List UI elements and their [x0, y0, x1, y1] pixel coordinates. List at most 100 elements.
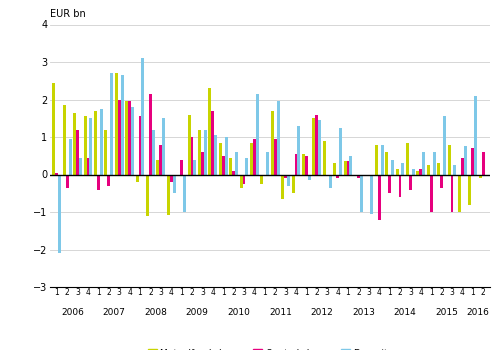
Bar: [422, 152, 425, 175]
Bar: [194, 160, 196, 175]
Bar: [56, 173, 58, 175]
Bar: [152, 130, 154, 175]
Bar: [198, 130, 201, 175]
Bar: [240, 175, 242, 188]
Bar: [472, 148, 474, 175]
Legend: Mutualfund shares, Quoted shares, Deposits: Mutualfund shares, Quoted shares, Deposi…: [144, 345, 396, 350]
Bar: [344, 161, 346, 175]
Bar: [136, 175, 138, 182]
Bar: [318, 120, 321, 175]
Bar: [138, 116, 141, 175]
Bar: [468, 175, 471, 204]
Bar: [386, 152, 388, 175]
Bar: [458, 175, 461, 212]
Bar: [388, 175, 391, 193]
Bar: [416, 171, 420, 175]
Bar: [271, 111, 274, 175]
Bar: [180, 160, 183, 175]
Bar: [298, 126, 300, 175]
Bar: [167, 175, 170, 215]
Bar: [229, 158, 232, 175]
Bar: [183, 175, 186, 212]
Bar: [454, 165, 456, 175]
Bar: [84, 116, 86, 175]
Bar: [115, 73, 117, 175]
Bar: [214, 135, 217, 175]
Bar: [420, 169, 422, 175]
Bar: [346, 161, 350, 175]
Bar: [482, 152, 484, 175]
Bar: [52, 83, 56, 175]
Bar: [294, 154, 298, 175]
Bar: [86, 158, 90, 175]
Bar: [222, 156, 224, 175]
Bar: [396, 169, 398, 175]
Bar: [172, 175, 176, 193]
Bar: [131, 107, 134, 175]
Bar: [63, 105, 66, 175]
Bar: [260, 175, 264, 184]
Text: EUR bn: EUR bn: [50, 9, 86, 19]
Bar: [190, 137, 194, 175]
Bar: [380, 145, 384, 175]
Bar: [160, 145, 162, 175]
Bar: [333, 163, 336, 175]
Bar: [440, 175, 443, 188]
Bar: [281, 175, 284, 199]
Bar: [110, 73, 113, 175]
Bar: [443, 116, 446, 175]
Bar: [308, 175, 311, 180]
Bar: [474, 96, 477, 175]
Bar: [188, 114, 190, 175]
Text: 2010: 2010: [228, 308, 250, 317]
Bar: [118, 99, 120, 175]
Text: 2008: 2008: [144, 308, 167, 317]
Text: 2009: 2009: [186, 308, 208, 317]
Bar: [464, 146, 467, 175]
Text: 2013: 2013: [352, 308, 375, 317]
Bar: [68, 139, 71, 175]
Bar: [108, 175, 110, 186]
Bar: [378, 175, 380, 219]
Bar: [350, 156, 352, 175]
Bar: [302, 154, 305, 175]
Bar: [305, 156, 308, 175]
Bar: [430, 175, 432, 212]
Bar: [287, 175, 290, 186]
Bar: [316, 114, 318, 175]
Bar: [398, 175, 402, 197]
Bar: [312, 118, 316, 175]
Bar: [357, 175, 360, 178]
Bar: [432, 152, 436, 175]
Bar: [360, 175, 363, 212]
Text: 2015: 2015: [436, 308, 458, 317]
Bar: [406, 143, 409, 175]
Bar: [125, 102, 128, 175]
Text: 2006: 2006: [61, 308, 84, 317]
Bar: [66, 175, 68, 188]
Bar: [224, 137, 228, 175]
Bar: [370, 175, 373, 214]
Bar: [246, 158, 248, 175]
Bar: [339, 128, 342, 175]
Text: 2012: 2012: [310, 308, 334, 317]
Bar: [438, 163, 440, 175]
Bar: [292, 175, 294, 193]
Bar: [250, 143, 253, 175]
Bar: [336, 175, 339, 178]
Bar: [76, 130, 79, 175]
Bar: [274, 139, 276, 175]
Bar: [461, 158, 464, 175]
Bar: [90, 118, 92, 175]
Bar: [149, 94, 152, 175]
Bar: [204, 130, 207, 175]
Bar: [170, 175, 172, 182]
Bar: [235, 152, 238, 175]
Bar: [242, 175, 246, 184]
Text: 2011: 2011: [269, 308, 292, 317]
Bar: [120, 75, 124, 175]
Bar: [146, 175, 149, 216]
Bar: [208, 88, 212, 175]
Bar: [284, 175, 287, 178]
Bar: [264, 175, 266, 176]
